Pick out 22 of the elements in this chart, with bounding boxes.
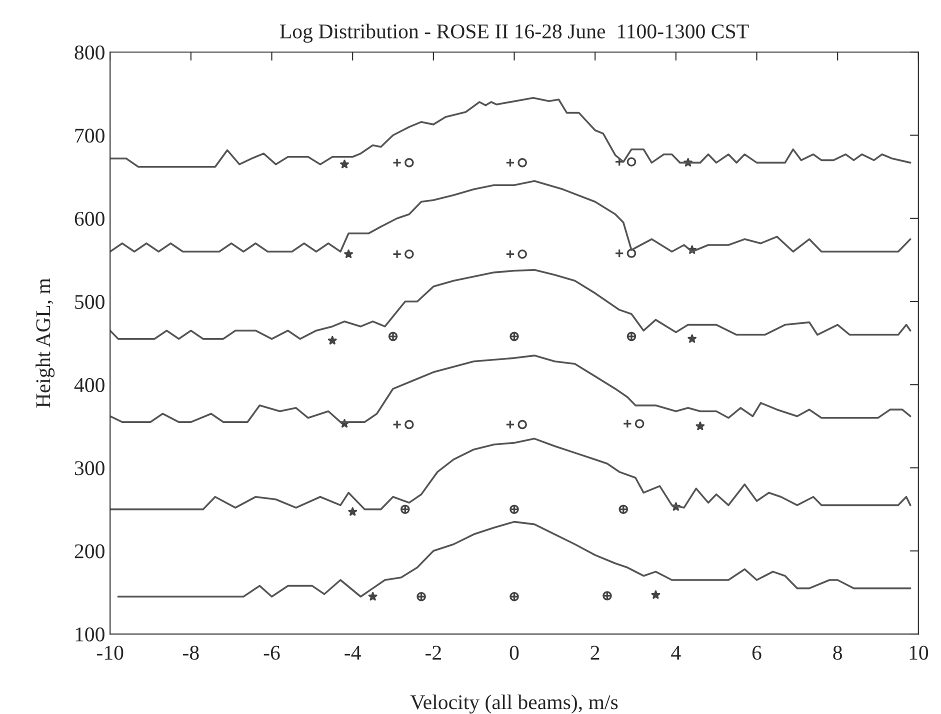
y-tick-label: 400 [74, 378, 104, 392]
y-tick-label: 600 [74, 212, 104, 226]
y-tick-label: 200 [74, 544, 104, 558]
x-tick-label: 4 [671, 646, 681, 660]
x-tick-label: -6 [264, 646, 280, 660]
x-tick-label: 10 [910, 646, 928, 660]
x-tick-label: 2 [590, 646, 600, 660]
x-tick-label: 0 [510, 646, 519, 660]
y-tick-label: 500 [75, 294, 104, 309]
x-axis-title: Velocity (all beams), m/s [410, 694, 618, 714]
x-tick-label: -10 [96, 646, 124, 660]
x-tick-label: 8 [833, 646, 842, 660]
x-tick-label: -8 [183, 646, 199, 660]
y-tick-label: 800 [74, 45, 104, 60]
chart-title: Log Distribution - ROSE II 16-28 June 1100-1300 CST [280, 24, 749, 43]
y-tick-label: 700 [75, 128, 104, 143]
y-tick-label: 100 [76, 627, 104, 642]
y-axis-title: Height AGL, m [36, 278, 55, 408]
x-tick-label: 6 [752, 646, 762, 660]
x-tick-label: -2 [426, 646, 441, 660]
x-tick-label: -4 [344, 646, 361, 660]
y-tick-label: 300 [74, 461, 104, 476]
